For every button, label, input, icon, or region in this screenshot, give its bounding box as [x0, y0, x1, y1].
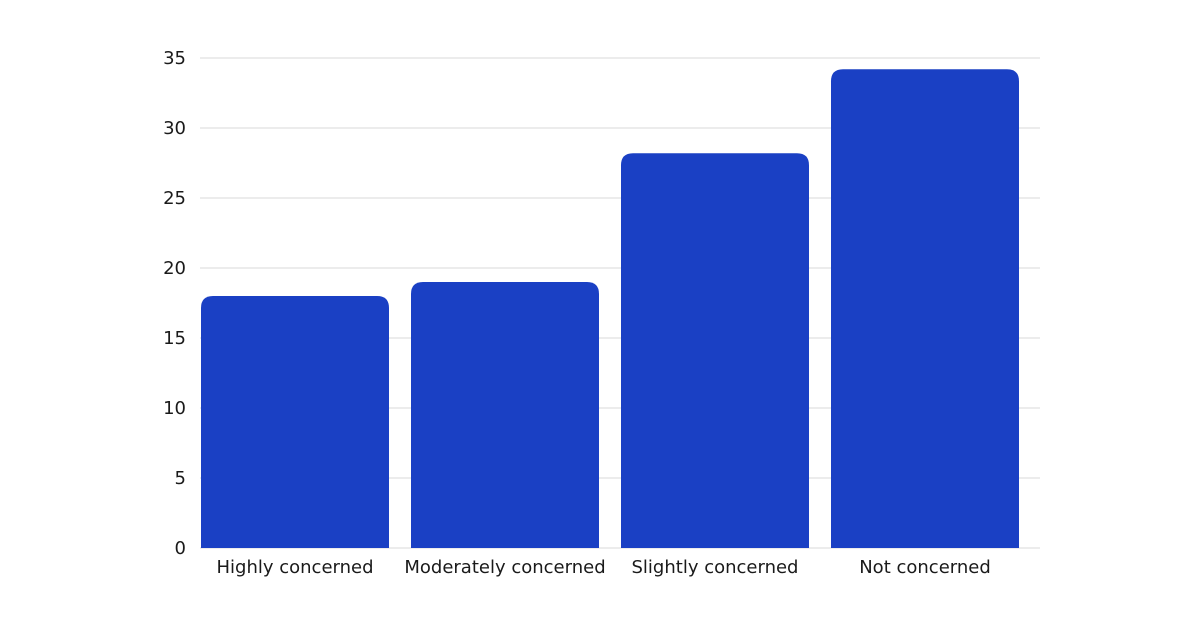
y-tick-label: 5 — [175, 468, 186, 489]
x-category-label: Highly concerned — [216, 557, 373, 578]
y-tick-label: 20 — [163, 258, 186, 279]
x-axis-labels: Highly concerned Moderately concerned Slig… — [216, 557, 990, 578]
y-tick-label: 0 — [175, 538, 186, 559]
bar-moderately-concerned — [411, 282, 599, 548]
bar-slightly-concerned — [621, 153, 809, 548]
bar-not-concerned — [831, 69, 1019, 548]
y-axis-ticks: 0 5 10 15 20 25 30 35 — [163, 48, 186, 559]
y-tick-label: 30 — [163, 118, 186, 139]
x-category-label: Not concerned — [859, 557, 991, 578]
y-tick-label: 15 — [163, 328, 186, 349]
y-tick-label: 35 — [163, 48, 186, 69]
y-tick-label: 10 — [163, 398, 186, 419]
bar-layer — [201, 69, 1019, 548]
x-category-label: Slightly concerned — [632, 557, 799, 578]
x-category-label: Moderately concerned — [404, 557, 605, 578]
y-tick-label: 25 — [163, 188, 186, 209]
bar-highly-concerned — [201, 296, 389, 548]
